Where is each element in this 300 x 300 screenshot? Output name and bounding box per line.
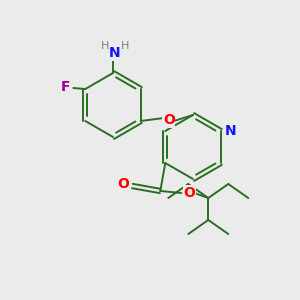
Text: O: O <box>183 186 195 200</box>
Text: H: H <box>101 41 109 51</box>
Text: O: O <box>163 113 175 127</box>
Text: F: F <box>61 80 70 94</box>
Text: N: N <box>109 46 121 60</box>
Text: O: O <box>117 177 129 191</box>
Text: N: N <box>225 124 236 138</box>
Text: H: H <box>121 41 129 51</box>
